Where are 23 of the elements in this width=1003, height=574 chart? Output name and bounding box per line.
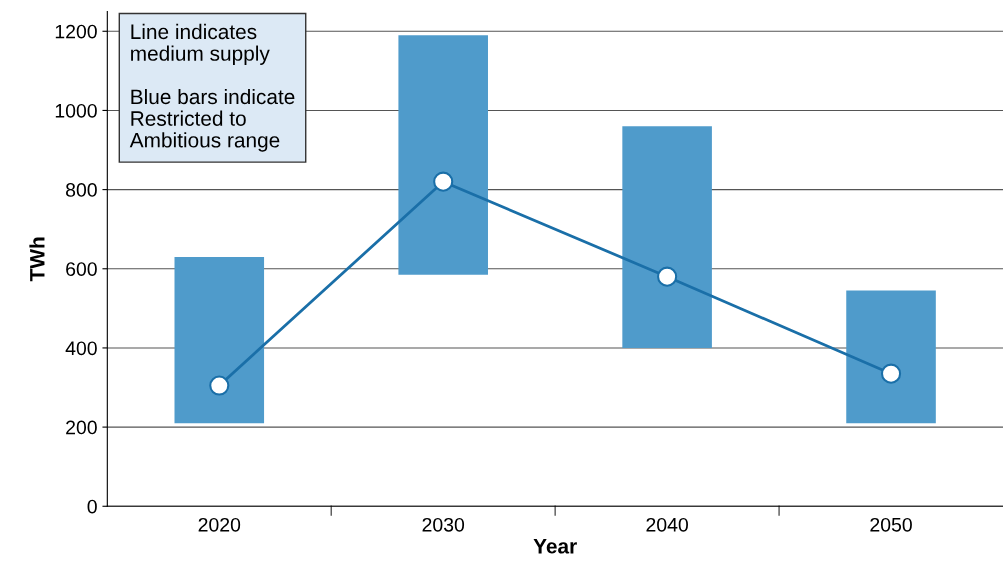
annotation: Line indicates medium supply [131, 23, 270, 65]
x-tick-label: 2040 [646, 517, 688, 532]
point [880, 363, 902, 384]
x-axis-title: Year [533, 539, 577, 554]
annotation: Blue bars indicate Restricted to Ambitious range [129, 88, 295, 152]
bar [174, 256, 265, 424]
point [657, 266, 678, 287]
x-tick-label: 2030 [422, 517, 465, 532]
bar [622, 126, 712, 348]
y-tick-label: 400 [65, 341, 97, 356]
point [209, 375, 230, 396]
y-tick-label: 600 [66, 262, 97, 277]
x-tick-label: 2020 [198, 517, 241, 532]
bar [398, 35, 488, 275]
y-tick-label: 800 [66, 183, 97, 197]
bar [846, 290, 936, 424]
y-tick-label: 1000 [55, 103, 97, 118]
y-tick-label: 200 [66, 420, 97, 435]
point [433, 171, 454, 192]
y-tick-label: 0 [87, 499, 97, 514]
y-tick-label: 1200 [55, 24, 97, 39]
x-tick-label: 2050 [870, 517, 912, 532]
y-axis-title: TWh [29, 237, 45, 282]
